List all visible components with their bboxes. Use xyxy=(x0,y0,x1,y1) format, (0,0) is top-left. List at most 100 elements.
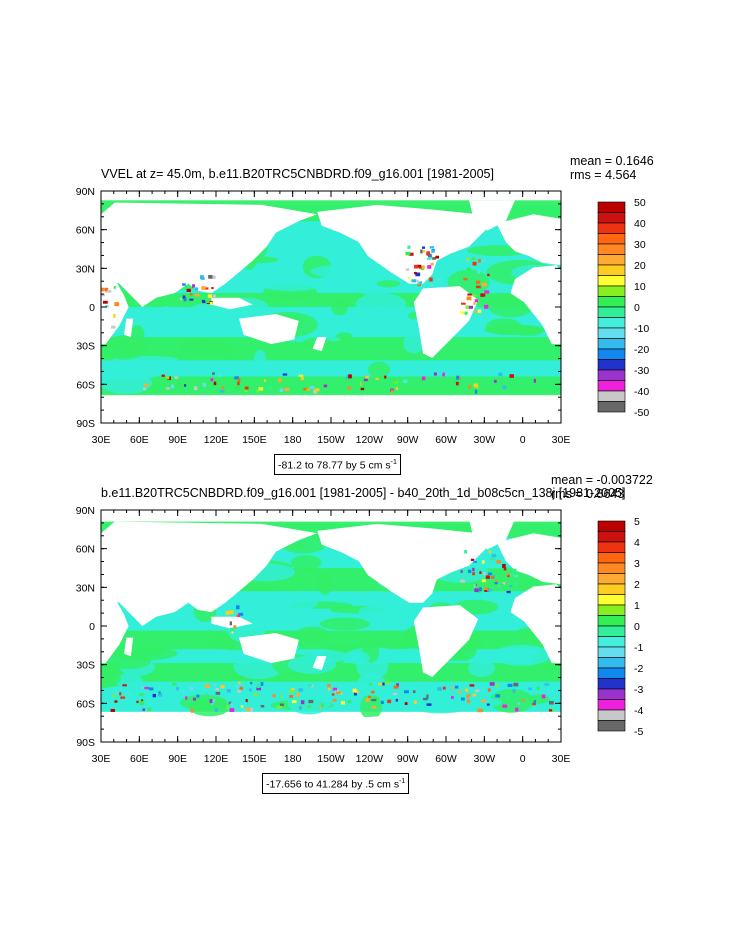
colorbar-label: 3 xyxy=(634,558,640,570)
colorbar-label: -10 xyxy=(634,323,649,335)
ocean-patch xyxy=(179,339,230,356)
current-speckle xyxy=(106,290,112,293)
lat-label: 90N xyxy=(76,186,95,198)
current-speckle xyxy=(419,281,423,284)
current-speckle xyxy=(104,287,108,292)
current-speckle xyxy=(236,684,240,689)
current-speckle xyxy=(437,687,442,691)
current-speckle xyxy=(429,246,435,249)
lon-label: 150W xyxy=(317,753,345,765)
current-speckle xyxy=(413,700,417,704)
current-speckle xyxy=(177,382,181,386)
current-speckle xyxy=(480,293,486,297)
current-speckle xyxy=(250,682,253,685)
lon-label: 180 xyxy=(284,434,302,446)
colorbar-label: 5 xyxy=(634,516,640,528)
colorbar-label: 0 xyxy=(634,302,640,314)
current-speckle xyxy=(417,264,422,268)
current-speckle xyxy=(430,262,434,266)
current-speckle xyxy=(474,299,478,303)
current-speckle xyxy=(189,686,194,691)
current-speckle xyxy=(498,372,503,377)
current-speckle xyxy=(228,701,233,705)
colorbar-label: -50 xyxy=(634,407,649,419)
colorbar-swatch xyxy=(597,678,626,690)
lat-label: 30N xyxy=(76,582,95,594)
current-speckle xyxy=(237,378,241,382)
current-speckle xyxy=(217,374,222,377)
current-speckle xyxy=(494,379,497,383)
current-speckle xyxy=(182,295,186,300)
current-speckle xyxy=(237,613,241,617)
colorbar-label: 2 xyxy=(634,579,640,591)
current-speckle xyxy=(466,694,470,699)
current-speckle xyxy=(481,699,487,703)
current-speckle xyxy=(475,280,481,284)
current-speckle xyxy=(206,692,209,696)
current-speckle xyxy=(323,384,328,388)
lon-label: 60E xyxy=(130,753,149,765)
ocean-patch xyxy=(347,651,371,665)
ocean-patch xyxy=(485,318,522,335)
current-speckle xyxy=(213,683,217,687)
current-speckle xyxy=(289,689,294,693)
colorbar-swatch xyxy=(597,636,626,648)
current-speckle xyxy=(182,283,186,286)
current-speckle xyxy=(282,373,288,376)
current-speckle xyxy=(502,563,506,568)
lon-label: 0 xyxy=(520,434,526,446)
ocean-patch xyxy=(403,333,425,354)
current-speckle xyxy=(495,580,499,583)
colorbar-label: -4 xyxy=(634,705,643,717)
map-field xyxy=(101,200,561,423)
current-speckle xyxy=(371,706,377,709)
ocean-patch xyxy=(358,604,420,619)
current-speckle xyxy=(512,568,517,573)
current-speckle xyxy=(229,621,233,626)
current-speckle xyxy=(212,294,216,299)
current-speckle xyxy=(484,588,489,592)
current-speckle xyxy=(308,683,312,687)
current-speckle xyxy=(375,697,379,700)
current-speckle xyxy=(402,379,408,384)
current-speckle xyxy=(471,257,476,261)
current-speckle xyxy=(260,682,264,686)
colorbar-swatch xyxy=(597,520,626,532)
current-speckle xyxy=(327,687,331,691)
colorbar-label: -1 xyxy=(634,642,643,654)
lon-label: 90E xyxy=(168,753,187,765)
current-speckle xyxy=(457,690,462,694)
current-speckle xyxy=(371,698,377,702)
current-speckle xyxy=(404,702,408,706)
current-speckle xyxy=(513,575,519,578)
current-speckle xyxy=(363,378,368,382)
land-samerica xyxy=(413,605,479,678)
current-speckle xyxy=(514,582,518,586)
current-speckle xyxy=(103,300,108,304)
current-speckle xyxy=(332,698,337,702)
current-speckle xyxy=(319,706,322,709)
current-speckle xyxy=(347,700,352,704)
current-speckle xyxy=(426,251,431,256)
map-field xyxy=(101,519,561,742)
current-speckle xyxy=(365,698,370,703)
panel-1: VVEL at z= 45.0m, b.e11.B20TRC5CNBDRD.f0… xyxy=(0,0,733,475)
colorbar-swatch xyxy=(597,615,626,627)
current-speckle xyxy=(221,386,225,390)
current-speckle xyxy=(122,684,127,687)
lat-label: 90N xyxy=(76,505,95,517)
current-speckle xyxy=(512,689,516,694)
current-speckle xyxy=(442,686,446,690)
current-speckle xyxy=(199,275,204,280)
current-speckle xyxy=(477,309,482,313)
colorbar-label: -30 xyxy=(634,365,649,377)
ocean-patch xyxy=(319,617,371,631)
current-speckle xyxy=(204,287,209,290)
current-speckle xyxy=(337,689,341,693)
current-speckle xyxy=(496,560,502,564)
lon-label: 30E xyxy=(92,753,111,765)
colorbar-label: 0 xyxy=(634,621,640,633)
current-speckle xyxy=(427,265,432,269)
ocean-patch xyxy=(368,361,391,378)
colorbar-label: -20 xyxy=(634,344,649,356)
